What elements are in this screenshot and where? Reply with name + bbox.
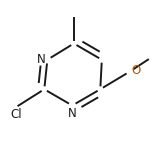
Text: Cl: Cl <box>11 108 22 121</box>
Text: N: N <box>37 53 46 66</box>
Text: N: N <box>68 107 77 120</box>
Text: O: O <box>131 64 141 77</box>
